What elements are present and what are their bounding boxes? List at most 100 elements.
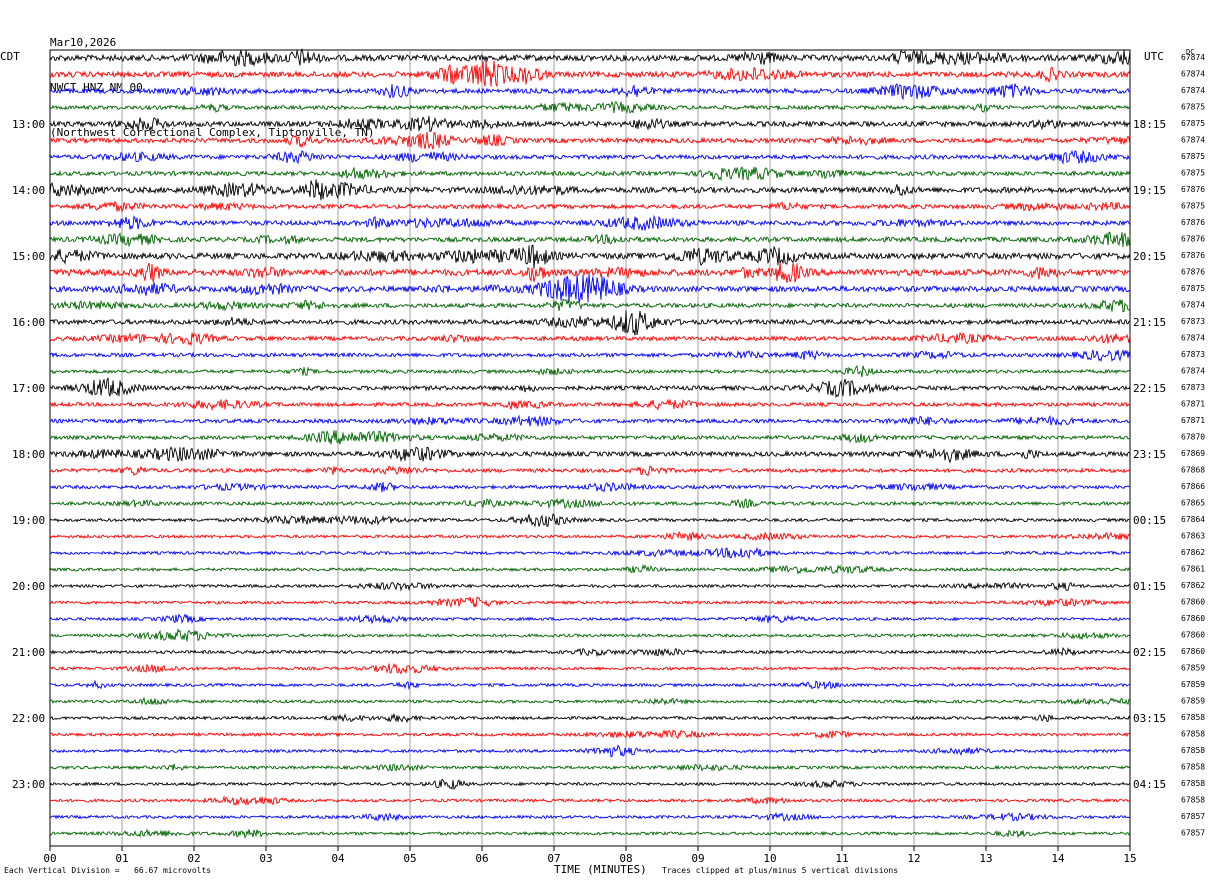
trace-dc-offset: 67875 bbox=[1181, 119, 1205, 128]
trace-dc-offset: 67861 bbox=[1181, 565, 1205, 574]
seismic-trace bbox=[49, 628, 1131, 642]
right-hour-label: 04:15 bbox=[1133, 778, 1166, 791]
trace-dc-offset: 67857 bbox=[1181, 812, 1205, 821]
right-hour-label: 03:15 bbox=[1133, 712, 1166, 725]
seismic-trace bbox=[49, 83, 1130, 101]
seismic-trace bbox=[49, 531, 1131, 542]
plot-frame bbox=[49, 49, 1131, 847]
trace-dc-offset: 67858 bbox=[1181, 713, 1205, 722]
x-tick-label: 15 bbox=[1123, 852, 1136, 865]
trace-dc-offset: 67873 bbox=[1181, 383, 1205, 392]
seismic-trace bbox=[49, 729, 1131, 740]
right-hour-label: 20:15 bbox=[1133, 250, 1166, 263]
seismic-trace bbox=[49, 165, 1131, 182]
x-tick-label: 13 bbox=[979, 852, 992, 865]
trace-dc-offset: 67869 bbox=[1181, 449, 1205, 458]
seismic-trace bbox=[49, 214, 1131, 231]
seismic-trace bbox=[49, 131, 1131, 150]
trace-dc-offset: 67874 bbox=[1181, 301, 1205, 310]
seismic-trace bbox=[49, 364, 1131, 378]
trace-dc-offset: 67871 bbox=[1181, 400, 1205, 409]
trace-dc-offset: 67859 bbox=[1181, 680, 1205, 689]
seismic-trace bbox=[49, 244, 1131, 269]
seismic-trace bbox=[49, 596, 1131, 609]
x-tick-label: 00 bbox=[43, 852, 56, 865]
seismic-trace bbox=[49, 679, 1130, 691]
seismic-trace bbox=[49, 377, 1131, 399]
trace-dc-offset: 67860 bbox=[1181, 647, 1205, 656]
seismic-trace bbox=[50, 298, 1131, 313]
seismic-trace bbox=[50, 398, 1131, 412]
trace-dc-offset: 67860 bbox=[1181, 614, 1205, 623]
seismic-trace bbox=[49, 778, 1131, 790]
trace-dc-offset: 67874 bbox=[1181, 367, 1205, 376]
trace-dc-offset: 67875 bbox=[1181, 103, 1205, 112]
left-hour-label: 17:00 bbox=[12, 382, 45, 395]
seismic-trace bbox=[49, 273, 1131, 304]
x-tick-label: 06 bbox=[475, 852, 488, 865]
trace-dc-offset: 67863 bbox=[1181, 532, 1205, 541]
trace-dc-offset: 67873 bbox=[1181, 317, 1205, 326]
right-hour-label: 01:15 bbox=[1133, 580, 1166, 593]
seismic-trace bbox=[49, 100, 1131, 114]
x-tick-label: 08 bbox=[619, 852, 632, 865]
seismic-trace bbox=[49, 179, 1131, 201]
seismic-trace bbox=[49, 60, 1131, 88]
trace-dc-offset: 67858 bbox=[1181, 796, 1205, 805]
trace-dc-offset: 67858 bbox=[1181, 763, 1205, 772]
left-hour-label: 13:00 bbox=[12, 118, 45, 131]
trace-dc-offset: 67876 bbox=[1181, 268, 1205, 277]
left-hour-label: 21:00 bbox=[12, 646, 45, 659]
left-timezone-label: CDT bbox=[0, 50, 20, 63]
right-hour-label: 02:15 bbox=[1133, 646, 1166, 659]
trace-dc-offset: 67860 bbox=[1181, 598, 1205, 607]
x-tick-label: 05 bbox=[403, 852, 416, 865]
trace-dc-offset: 67874 bbox=[1181, 86, 1205, 95]
trace-dc-offset: 67876 bbox=[1181, 185, 1205, 194]
clipping-note: Traces clipped at plus/minus 5 vertical … bbox=[662, 866, 899, 875]
trace-dc-offset: 67874 bbox=[1181, 136, 1205, 145]
seismic-trace bbox=[49, 513, 1131, 528]
trace-dc-offset: 67875 bbox=[1181, 284, 1205, 293]
seismic-trace bbox=[49, 581, 1131, 592]
trace-dc-offset: 67862 bbox=[1181, 581, 1205, 590]
trace-dc-offset: 67864 bbox=[1181, 515, 1205, 524]
seismic-trace bbox=[49, 547, 1131, 559]
location-label: (Northwest Correctional Complex, Tiptonv… bbox=[50, 126, 375, 139]
trace-dc-offset: 67858 bbox=[1181, 730, 1205, 739]
x-tick-label: 12 bbox=[907, 852, 920, 865]
trace-dc-offset: 67870 bbox=[1181, 433, 1205, 442]
seismic-trace bbox=[49, 613, 1131, 625]
trace-dc-offset: 67868 bbox=[1181, 466, 1205, 475]
trace-dc-offset: 67862 bbox=[1181, 548, 1205, 557]
vertical-division-note: Each Vertical Division = 66.67 microvolt… bbox=[4, 866, 212, 875]
seismic-trace bbox=[49, 564, 1131, 575]
left-hour-label: 22:00 bbox=[12, 712, 45, 725]
seismic-trace bbox=[49, 414, 1131, 428]
left-hour-label: 19:00 bbox=[12, 514, 45, 527]
right-hour-label: 23:15 bbox=[1133, 448, 1166, 461]
seismic-trace bbox=[49, 744, 1131, 758]
right-hour-label: 22:15 bbox=[1133, 382, 1166, 395]
x-tick-label: 03 bbox=[259, 852, 272, 865]
seismic-trace bbox=[49, 811, 1131, 822]
trace-dc-offset: 67865 bbox=[1181, 499, 1205, 508]
left-hour-label: 20:00 bbox=[12, 580, 45, 593]
trace-dc-offset: 67858 bbox=[1181, 746, 1205, 755]
trace-dc-offset: 67876 bbox=[1181, 251, 1205, 260]
x-tick-label: 04 bbox=[331, 852, 345, 865]
seismic-trace bbox=[49, 481, 1131, 493]
date-label: Mar10,2026 bbox=[50, 36, 117, 49]
seismic-trace bbox=[49, 828, 1131, 839]
seismic-trace bbox=[49, 200, 1131, 213]
seismic-trace bbox=[49, 446, 1131, 464]
seismic-trace bbox=[50, 646, 1131, 658]
x-axis-label: TIME (MINUTES) bbox=[554, 863, 647, 876]
trace-dc-offset: 67875 bbox=[1181, 152, 1205, 161]
dc-label: DC bbox=[1186, 48, 1195, 56]
x-tick-label: 01 bbox=[115, 852, 128, 865]
trace-dc-offset: 67873 bbox=[1181, 350, 1205, 359]
trace-dc-offset: 67859 bbox=[1181, 664, 1205, 673]
right-hour-label: 18:15 bbox=[1133, 118, 1166, 131]
left-hour-label: 15:00 bbox=[12, 250, 45, 263]
